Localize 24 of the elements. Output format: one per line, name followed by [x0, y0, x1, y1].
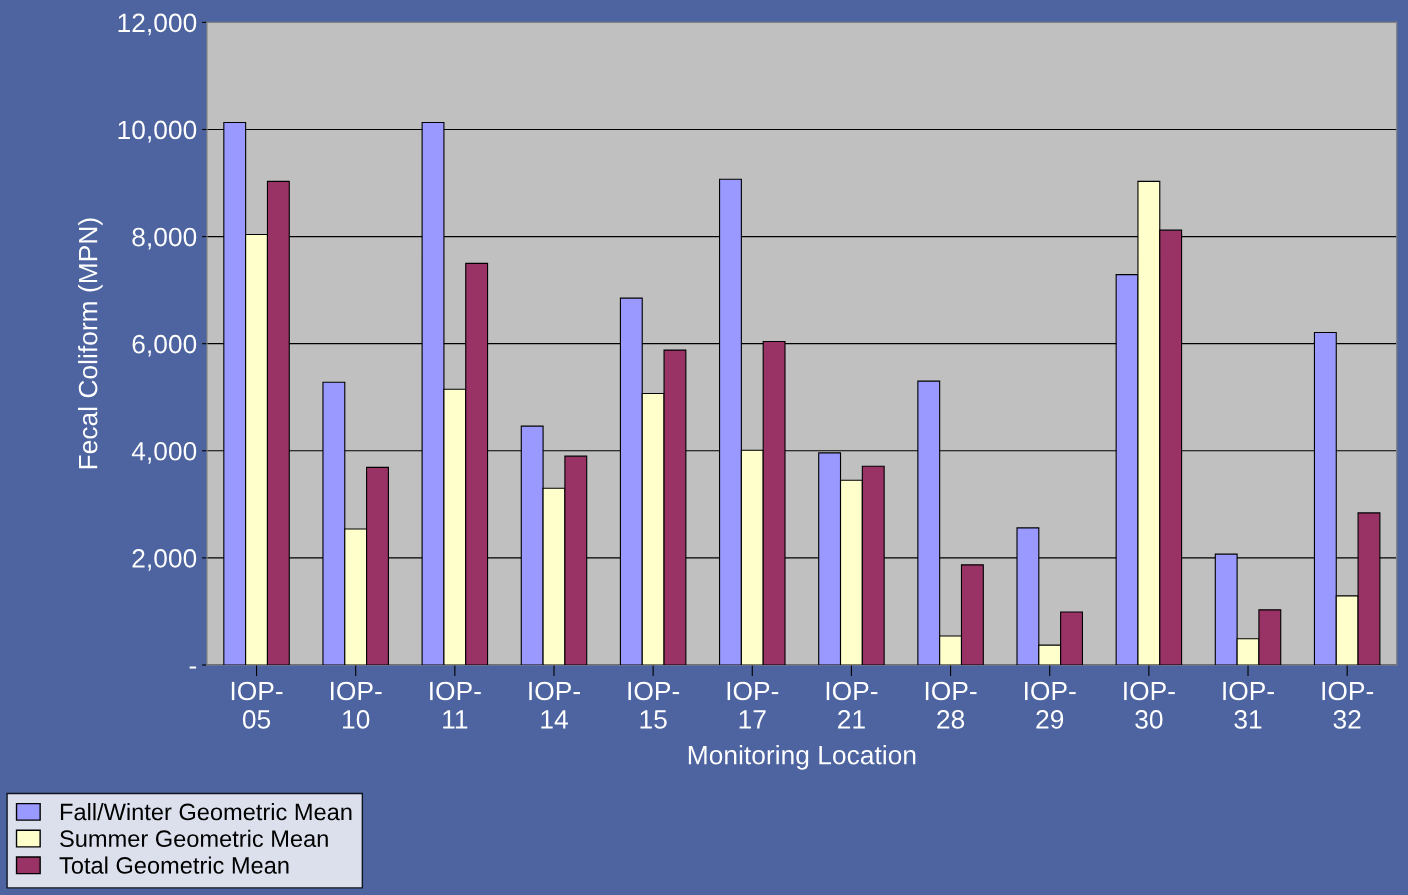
legend-label: Fall/Winter Geometric Mean: [60, 803, 352, 821]
y-tick-label: -: [189, 666, 197, 669]
x-tick-label: IOP-32: [1322, 681, 1374, 729]
x-tick-label: IOP-29: [1025, 681, 1076, 729]
x-tick-label: IOP-21: [826, 681, 878, 729]
y-tick-label: 6,000: [132, 334, 197, 357]
y-tick-label: 12,000: [118, 13, 197, 36]
x-tick-label: IOP-05: [231, 681, 283, 729]
legend-label: Summer Geometric Mean: [60, 829, 328, 848]
y-axis-title: Fecal Coliform (MPN): [78, 218, 103, 469]
x-tick-label: IOP-17: [727, 681, 779, 729]
x-tick-label: IOP-31: [1223, 681, 1274, 729]
x-tick-label: IOP-10: [331, 681, 382, 729]
y-tick-label: 8,000: [132, 227, 197, 250]
x-tick-label: IOP-14: [529, 681, 580, 729]
y-tick-label: 10,000: [118, 120, 197, 143]
x-tick-label: IOP-11: [430, 681, 481, 729]
legend-label: Total Geometric Mean: [59, 856, 289, 874]
y-tick-label: 2,000: [132, 549, 197, 571]
x-tick-label: IOP-15: [628, 681, 680, 729]
x-tick-label: IOP-28: [925, 681, 977, 729]
x-axis-title: Monitoring Location: [688, 745, 916, 770]
y-tick-label: 4,000: [131, 441, 197, 464]
x-tick-label: IOP-30: [1124, 681, 1175, 729]
